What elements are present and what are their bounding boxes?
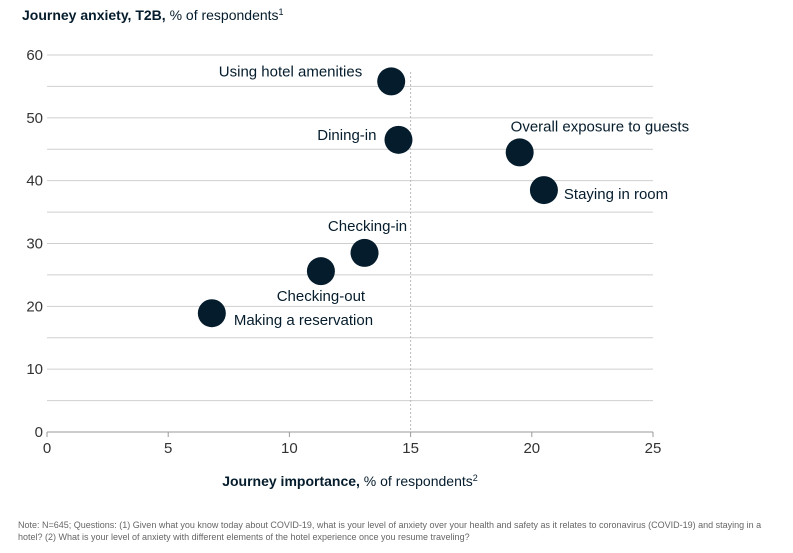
data-point-label: Checking-in <box>328 218 407 235</box>
y-tick-label: 40 <box>26 173 43 190</box>
data-point <box>529 176 558 205</box>
x-tick-label: 25 <box>645 440 662 457</box>
data-point <box>350 238 379 267</box>
y-tick-label: 20 <box>26 298 43 315</box>
x-tick-label: 5 <box>164 440 172 457</box>
data-point <box>377 67 406 96</box>
data-point-label: Checking-out <box>277 288 366 305</box>
y-tick-label: 30 <box>26 236 43 253</box>
y-tick-label: 60 <box>26 47 43 64</box>
data-point-label: Overall exposure to guests <box>511 118 689 135</box>
axes: 0 10 20 30 40 50 60 0 5 10 15 20 25 <box>26 47 661 457</box>
x-axis-title: Journey importance, % of respondents2 <box>222 473 478 489</box>
data-point-label: Making a reservation <box>234 312 373 329</box>
footnote: Note: N=645; Questions: (1) Given what y… <box>18 520 762 542</box>
data-point <box>306 257 335 286</box>
data-point-label: Using hotel amenities <box>219 63 362 80</box>
data-point <box>505 138 534 167</box>
x-tick-label: 15 <box>402 440 419 457</box>
scatter-chart: Journey anxiety, T2B, % of respondents1 … <box>22 7 689 489</box>
data-points: Using hotel amenities Dining-in Overall ex… <box>197 63 689 329</box>
x-tick-label: 10 <box>281 440 298 457</box>
data-point <box>384 125 413 154</box>
x-tick-label: 0 <box>43 440 51 457</box>
chart-title: Journey anxiety, T2B, % of respondents1 <box>22 7 284 23</box>
data-point <box>197 299 226 328</box>
x-tick-label: 20 <box>523 440 540 457</box>
y-tick-label: 10 <box>26 361 43 378</box>
data-point-label: Staying in room <box>564 186 668 203</box>
y-tick-label: 50 <box>26 110 43 127</box>
y-tick-label: 0 <box>35 424 43 441</box>
data-point-label: Dining-in <box>317 127 376 144</box>
grid-lines <box>47 54 653 402</box>
